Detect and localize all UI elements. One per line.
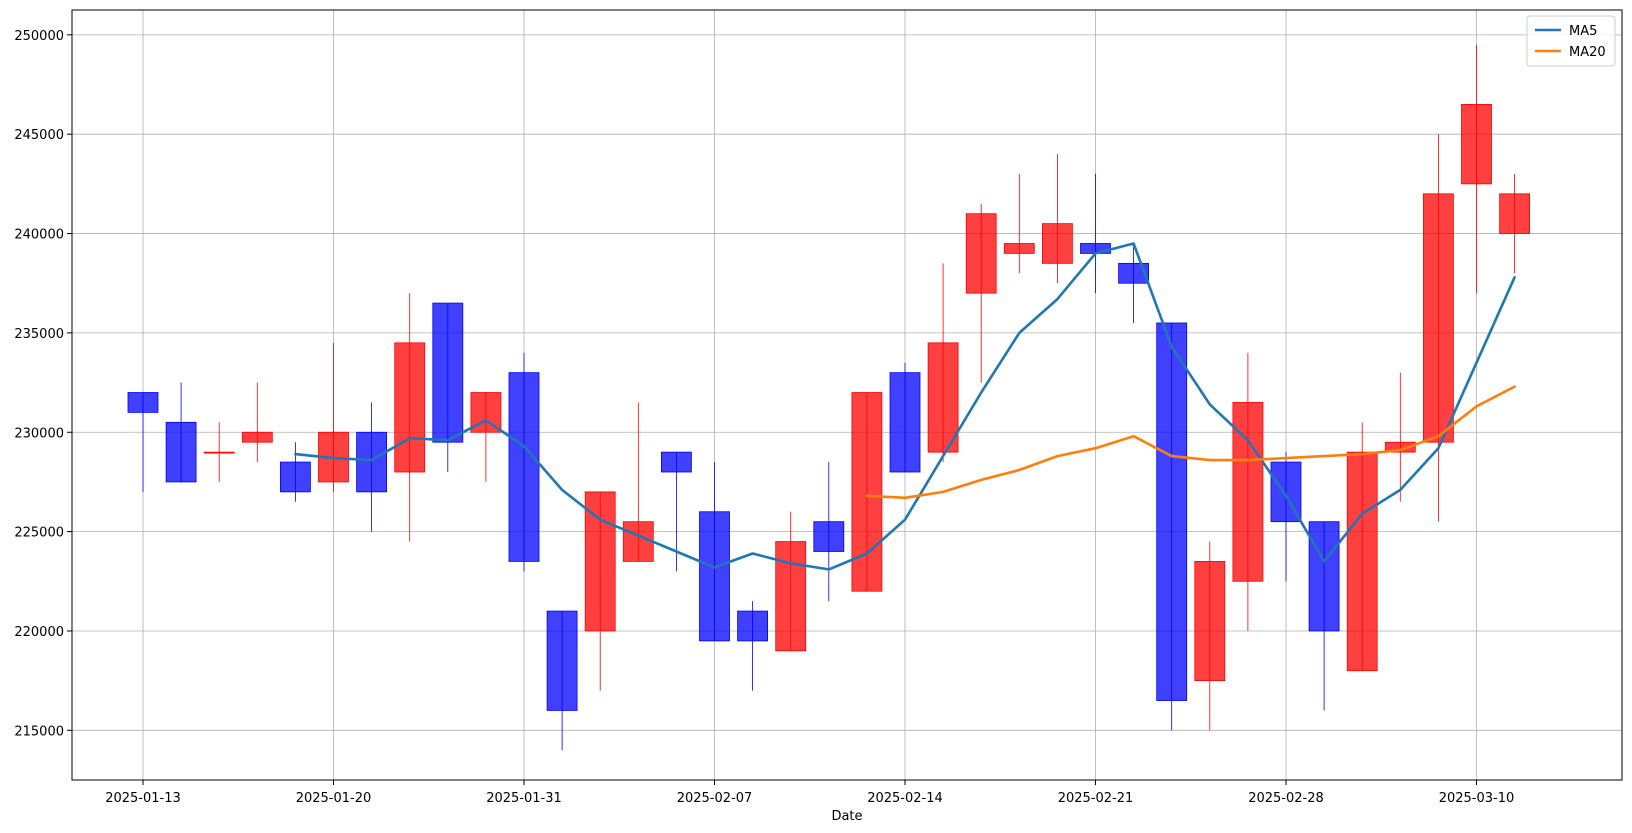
candle-body bbox=[356, 431, 388, 493]
candle-body bbox=[1308, 521, 1340, 632]
candle-down bbox=[279, 442, 311, 502]
candle-body bbox=[661, 451, 692, 473]
candle-body bbox=[1346, 451, 1378, 672]
candle-down bbox=[546, 610, 578, 751]
candle-down bbox=[432, 302, 464, 472]
legend-label: MA5 bbox=[1569, 24, 1597, 39]
y-tick-label: 230000 bbox=[14, 426, 64, 441]
y-tick-label: 240000 bbox=[14, 228, 64, 243]
y-tick-label: 220000 bbox=[14, 625, 64, 640]
legend-box bbox=[1526, 15, 1616, 67]
candle-body bbox=[584, 491, 616, 632]
x-tick-label: 2025-02-14 bbox=[867, 791, 943, 806]
legend: MA5 MA20 bbox=[1526, 15, 1616, 67]
candle-body bbox=[1118, 262, 1149, 284]
candle-down bbox=[356, 402, 388, 532]
x-tick-label: 2025-01-20 bbox=[296, 791, 372, 806]
candle-up bbox=[775, 511, 807, 652]
candle-down bbox=[127, 392, 159, 492]
candle-down bbox=[813, 462, 845, 602]
candle-down bbox=[165, 382, 197, 483]
candle-body bbox=[1042, 223, 1073, 264]
candle-body bbox=[699, 511, 730, 642]
y-tick-label: 215000 bbox=[14, 724, 64, 739]
candle-up bbox=[1346, 422, 1378, 672]
candle-body bbox=[775, 541, 807, 652]
candle-up bbox=[394, 293, 426, 542]
x-tick-label: 2025-02-28 bbox=[1248, 791, 1324, 806]
x-tick-label: 2025-02-07 bbox=[677, 791, 753, 806]
candle-body bbox=[927, 342, 959, 453]
plot-area-frame bbox=[71, 9, 1623, 781]
y-tick-label: 235000 bbox=[14, 327, 64, 342]
legend-label: MA20 bbox=[1569, 45, 1606, 60]
y-tick-label: 225000 bbox=[14, 526, 64, 541]
series-line-ma20 bbox=[865, 385, 1516, 500]
candle-body bbox=[1423, 193, 1454, 443]
candle-body bbox=[813, 521, 845, 552]
candle-body bbox=[1194, 561, 1226, 682]
candle-up bbox=[965, 203, 997, 383]
candle-up bbox=[241, 382, 273, 463]
candle-up bbox=[1003, 173, 1035, 274]
candle-up bbox=[1042, 154, 1073, 284]
x-tick-label: 2025-03-10 bbox=[1439, 791, 1515, 806]
candle-up bbox=[584, 491, 616, 691]
candle-body bbox=[546, 610, 578, 711]
candle-up bbox=[1384, 372, 1416, 502]
candle-body bbox=[127, 392, 159, 413]
candle-down bbox=[1156, 322, 1188, 731]
candle-down bbox=[737, 601, 768, 691]
candle-body bbox=[394, 342, 426, 473]
candles bbox=[127, 44, 1530, 751]
candle-down bbox=[699, 462, 730, 642]
candle-up bbox=[851, 392, 883, 592]
y-tick-label: 250000 bbox=[14, 29, 64, 44]
candle-body bbox=[432, 302, 464, 443]
candle-body bbox=[203, 451, 235, 454]
candle-up bbox=[927, 263, 959, 463]
axes: 215000 220000 225000 230000 235000 240000 2450… bbox=[14, 29, 1514, 806]
candle-body bbox=[1384, 441, 1416, 453]
candle-body bbox=[1461, 103, 1492, 185]
x-axis-label: Date bbox=[831, 809, 862, 824]
candle-up bbox=[1499, 173, 1530, 274]
candle-down bbox=[508, 352, 540, 572]
candle-body bbox=[1499, 193, 1530, 234]
x-tick-label: 2025-01-31 bbox=[486, 791, 562, 806]
candle-body bbox=[851, 392, 883, 592]
candle-body bbox=[508, 372, 540, 562]
candle-up bbox=[1461, 44, 1492, 294]
candle-body bbox=[241, 431, 273, 443]
candle-up bbox=[203, 422, 235, 482]
candle-body bbox=[889, 372, 921, 473]
candle-body bbox=[279, 461, 311, 493]
moving-average-lines bbox=[294, 242, 1516, 571]
y-tick-label: 245000 bbox=[14, 128, 64, 143]
candle-down bbox=[1118, 243, 1149, 323]
x-tick-label: 2025-02-21 bbox=[1058, 791, 1134, 806]
x-tick-label: 2025-01-13 bbox=[105, 791, 181, 806]
candle-body bbox=[1003, 243, 1035, 254]
candle-body bbox=[1232, 402, 1264, 582]
candle-body bbox=[737, 610, 768, 642]
candle-up bbox=[622, 402, 654, 562]
candle-down bbox=[889, 362, 921, 473]
candle-body bbox=[622, 521, 654, 562]
candle-body bbox=[165, 421, 197, 483]
candle-body bbox=[1156, 322, 1188, 701]
series-line-ma5 bbox=[294, 242, 1516, 571]
candle-up bbox=[1423, 134, 1454, 522]
candle-up bbox=[1194, 541, 1226, 731]
candle-down bbox=[1308, 521, 1340, 711]
candle-body bbox=[965, 213, 997, 294]
candle-up bbox=[1232, 352, 1264, 631]
